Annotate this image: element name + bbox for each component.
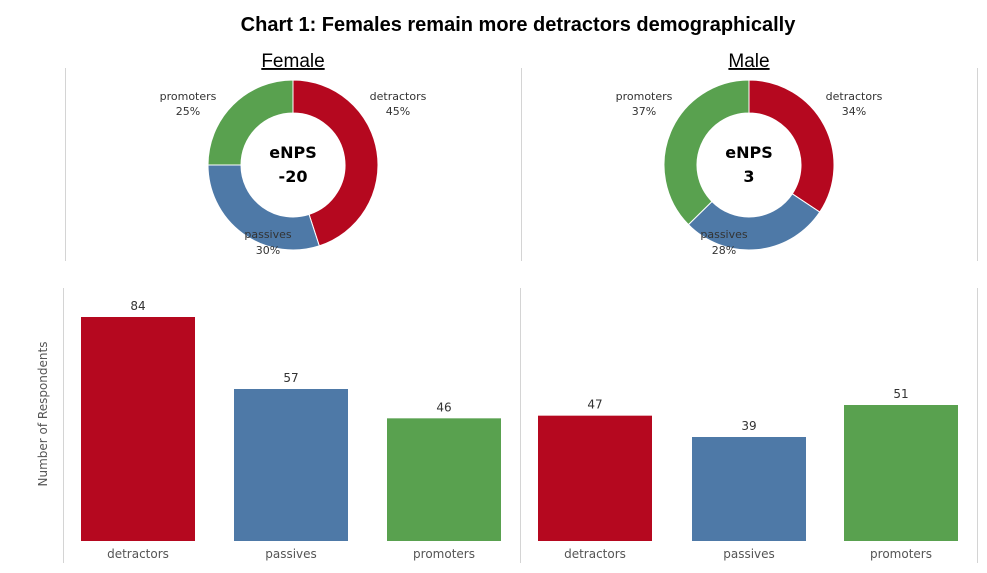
- slice-value-detractors: 34%: [842, 105, 866, 118]
- slice-value-passives: 30%: [256, 244, 280, 257]
- donut-slice-detractors: [292, 79, 379, 247]
- x-tick-label: detractors: [107, 547, 169, 561]
- donut-center-label: eNPS: [725, 143, 773, 162]
- slice-value-promoters: 25%: [176, 105, 200, 118]
- slice-value-detractors: 45%: [386, 105, 410, 118]
- bar-promoters: [844, 405, 958, 541]
- bar-detractors: [538, 415, 652, 541]
- bar-passives: [234, 389, 348, 541]
- slice-value-passives: 28%: [712, 244, 736, 257]
- slice-label-promoters: promoters: [160, 90, 217, 103]
- donut-center-label: eNPS: [269, 143, 317, 162]
- bar-passives: [692, 437, 806, 541]
- x-tick-label: promoters: [413, 547, 475, 561]
- donut-panel-male: Male eNPS 3 promoters 37% detractors 34%…: [616, 51, 883, 257]
- y-axis-label: Number of Respondents: [36, 342, 50, 487]
- x-tick-label: passives: [723, 547, 775, 561]
- slice-label-promoters: promoters: [616, 90, 673, 103]
- x-tick-label: promoters: [870, 547, 932, 561]
- x-tick-label: passives: [265, 547, 317, 561]
- donut-slice-promoters: [207, 79, 294, 166]
- data-label: 84: [130, 299, 145, 313]
- data-label: 46: [436, 400, 451, 414]
- donut-slice-detractors: [748, 79, 835, 213]
- slice-label-detractors: detractors: [370, 90, 427, 103]
- panel-header-male: Male: [728, 51, 769, 72]
- bar-detractors: [81, 317, 195, 541]
- panel-dividers: [63, 68, 978, 563]
- chart-title: Chart 1: Females remain more detractors …: [241, 14, 797, 36]
- donut-center-value: 3: [743, 167, 754, 186]
- panel-header-female: Female: [261, 51, 324, 72]
- data-label: 39: [741, 419, 756, 433]
- data-label: 47: [587, 398, 602, 412]
- data-label: 51: [893, 387, 908, 401]
- data-label: 57: [283, 371, 298, 385]
- bar-chart: Number of Respondents 84 detractors 57 pass…: [36, 299, 958, 561]
- donut-panel-female: Female eNPS -20 promoters 25% detractors…: [160, 51, 427, 257]
- x-tick-label: detractors: [564, 547, 626, 561]
- donut-slices: [663, 79, 835, 251]
- donut-center-value: -20: [279, 167, 308, 186]
- slice-label-detractors: detractors: [826, 90, 883, 103]
- slice-value-promoters: 37%: [632, 105, 656, 118]
- bar-panel-female: 84 detractors 57 passives 46 promoters: [81, 299, 501, 561]
- slice-label-passives: passives: [244, 228, 292, 241]
- bar-promoters: [387, 418, 501, 541]
- slice-label-passives: passives: [700, 228, 748, 241]
- donut-slice-promoters: [663, 79, 750, 226]
- bar-panel-male: 47 detractors 39 passives 51 promoters: [538, 387, 958, 561]
- donut-slices: [207, 79, 379, 251]
